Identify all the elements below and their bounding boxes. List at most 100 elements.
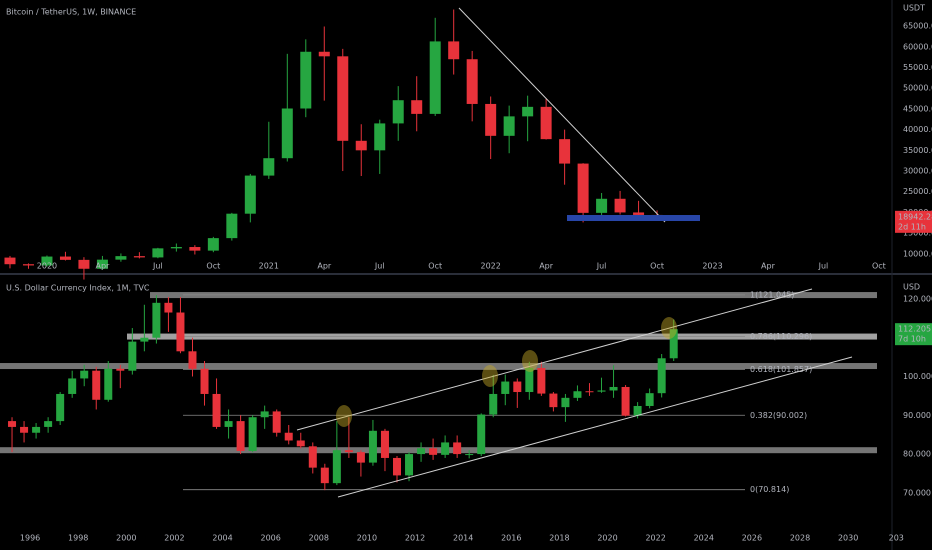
candle-body <box>188 351 197 369</box>
candle-body <box>115 256 127 260</box>
x-tick-label: Oct <box>206 262 220 271</box>
candle-body <box>501 381 510 394</box>
candle-body <box>116 368 125 371</box>
highlight <box>522 350 538 372</box>
candle-body <box>466 59 478 104</box>
candle-body <box>405 454 414 476</box>
y-tick-label: 25000.00 <box>903 187 932 196</box>
candle-body <box>411 100 423 114</box>
candle-body <box>236 421 245 451</box>
unit-label: USDT <box>903 4 925 13</box>
candle-body <box>596 198 608 213</box>
y-tick-label: 90.000 <box>903 411 931 420</box>
candle-body <box>465 454 474 456</box>
level-zone <box>0 363 877 370</box>
x-tick-label: 2023 <box>702 262 722 271</box>
channel-upper <box>296 288 813 431</box>
candle-body <box>392 100 404 124</box>
y-tick-label: 55000.00 <box>903 63 932 72</box>
candle-body <box>356 452 365 463</box>
candle-body <box>133 256 145 258</box>
candle-body <box>152 302 161 338</box>
candle-body <box>300 51 312 109</box>
candle-body <box>78 259 90 269</box>
chart-title: U.S. Dollar Currency Index, 1M, TVC <box>6 284 150 293</box>
unit-label: USD <box>903 283 920 292</box>
candle-body <box>244 175 256 214</box>
y-tick-label: 40000.00 <box>903 125 932 134</box>
candle-body <box>207 238 219 251</box>
highlight <box>482 365 498 387</box>
candle-body <box>633 405 642 416</box>
y-tick-label: 60000.00 <box>903 42 932 51</box>
candle-body <box>152 248 164 258</box>
candle-body <box>448 41 460 60</box>
last-price-box <box>895 210 932 233</box>
y-tick-label: 80.000 <box>903 450 931 459</box>
x-tick-label: 2024 <box>694 534 714 543</box>
highlight <box>661 317 677 339</box>
x-tick-label: Oct <box>428 262 442 271</box>
candle-body <box>226 213 238 239</box>
x-tick-label: 2022 <box>645 534 665 543</box>
x-tick-label: 2028 <box>790 534 810 543</box>
candle-body <box>374 123 386 151</box>
candle-body <box>4 257 16 265</box>
candle-body <box>392 457 401 476</box>
x-tick-label: 2004 <box>212 534 232 543</box>
candle-body <box>513 381 522 393</box>
candle-body <box>308 446 317 468</box>
x-tick-label: 2020 <box>597 534 617 543</box>
fib-label: 0.786(110.296) <box>750 332 812 341</box>
candle-body <box>164 302 173 313</box>
candle-body <box>573 391 582 398</box>
last-price-label: 112.205 <box>898 325 931 334</box>
last-price-box <box>895 323 932 346</box>
countdown-label: 2d 11h <box>898 222 926 231</box>
candle-body <box>621 386 630 416</box>
candle-body <box>56 393 65 422</box>
x-tick-label: 2012 <box>405 534 425 543</box>
x-tick-label: Jul <box>596 262 607 271</box>
x-tick-label: Apr <box>761 262 776 271</box>
y-tick-label: 65000.00 <box>903 22 932 31</box>
x-tick-label: 2002 <box>164 534 184 543</box>
candle-body <box>22 264 34 266</box>
candle-body <box>525 367 534 393</box>
last-price-label: 18942.28 <box>898 212 932 221</box>
candle-body <box>189 247 201 251</box>
x-tick-label: 2018 <box>549 534 569 543</box>
y-tick-label: 30000.00 <box>903 167 932 176</box>
candle-body <box>429 41 441 114</box>
x-tick-label: 2020 <box>37 262 57 271</box>
candle-body <box>248 417 257 451</box>
candle-body <box>260 411 269 418</box>
y-tick-label: 70.000 <box>903 488 931 497</box>
x-tick-label: Jul <box>152 262 163 271</box>
candle-body <box>540 106 552 140</box>
x-tick-label: Oct <box>650 262 664 271</box>
y-tick-label: 15000.00 <box>903 229 932 238</box>
x-tick-label: Jul <box>818 262 829 271</box>
candle-body <box>559 139 571 164</box>
candle-body <box>537 367 546 394</box>
candle-body <box>176 312 185 352</box>
x-tick-label: 2026 <box>742 534 762 543</box>
x-tick-label: 2014 <box>453 534 473 543</box>
candle-body <box>337 56 349 141</box>
candle-body <box>585 391 594 393</box>
candle-body <box>503 116 515 136</box>
candle-body <box>318 51 330 57</box>
candle-body <box>561 397 570 408</box>
y-tick-label: 45000.00 <box>903 104 932 113</box>
y-tick-label: 10000.00 <box>903 249 932 258</box>
x-tick-label: 2021 <box>259 262 279 271</box>
candle-body <box>92 370 101 400</box>
candle-body <box>645 393 654 406</box>
y-tick-label: 120.000 <box>903 294 932 303</box>
candle-body <box>272 411 281 433</box>
level-zone <box>0 447 877 454</box>
x-tick-label: 2000 <box>116 534 136 543</box>
